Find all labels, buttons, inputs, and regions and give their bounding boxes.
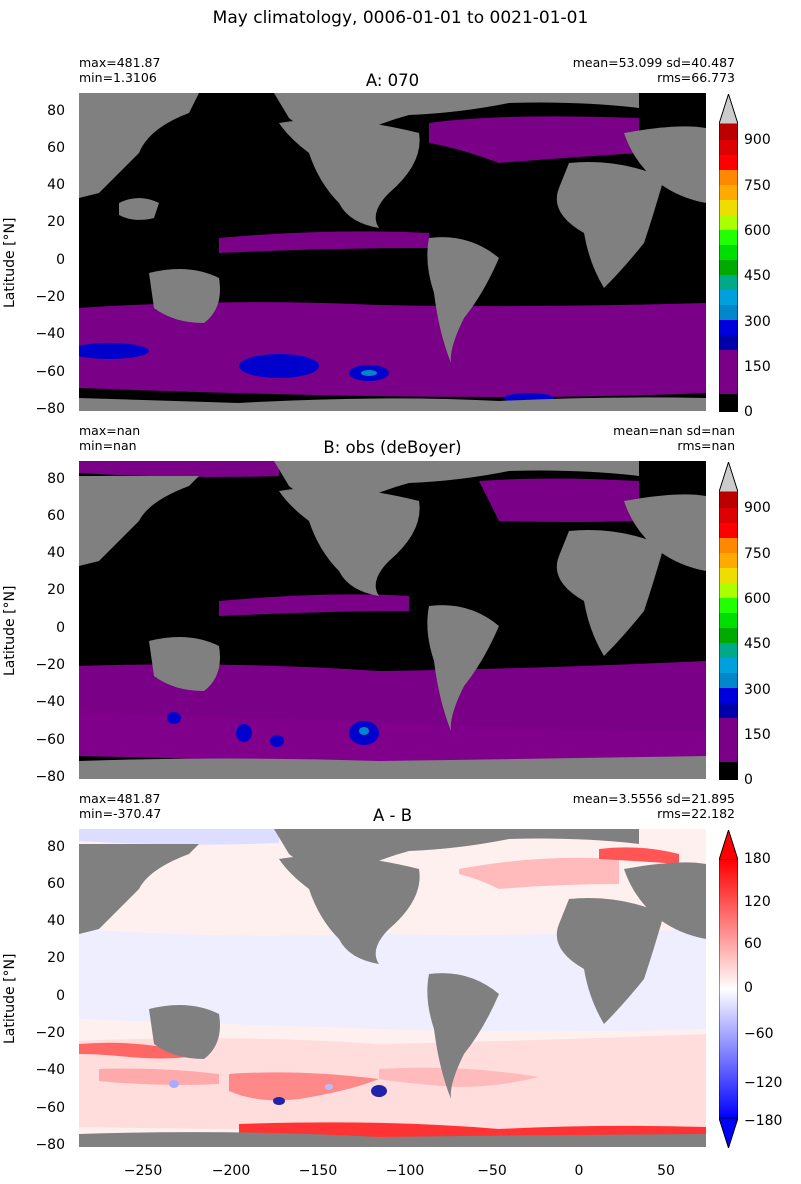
panel-a-ytick: 60	[47, 140, 65, 156]
panel-diff-ytick: 60	[47, 876, 65, 892]
panel-diff-ytick: 20	[47, 950, 65, 966]
panel-a-rms: rms=66.773	[657, 70, 735, 85]
panel-diff-cbar-tick: 180	[744, 851, 771, 867]
panel-diff-cbar-tick: −60	[744, 1026, 774, 1042]
panel-b-cbar-tick: 900	[744, 500, 771, 516]
panel-diff-ytick: −20	[35, 1025, 65, 1041]
panel-b-stats-left: max=nan min=nan	[79, 423, 140, 453]
panel-b-ytick: 0	[56, 620, 65, 636]
panel-a-title: A: 070	[365, 71, 420, 90]
panel-diff-cbar-tick: 60	[744, 936, 762, 952]
panel-b-ytick: −40	[35, 694, 65, 710]
panel-diff-ytick: 80	[47, 839, 65, 855]
panel-b-rms: rms=nan	[677, 438, 735, 453]
panel-diff-colorbar	[718, 828, 739, 1150]
panel-b-ytick: 40	[47, 545, 65, 561]
panel-a-map	[79, 93, 706, 411]
panel-diff-map	[79, 829, 706, 1147]
x-tick-label: −200	[211, 1163, 251, 1179]
panel-diff-rms: rms=22.182	[657, 806, 735, 821]
panel-b-cbar-tick: 150	[744, 727, 771, 743]
panel-b-cbar-tick: 300	[744, 682, 771, 698]
panel-diff-max: max=481.87	[79, 791, 161, 806]
panel-b-map-svg	[79, 461, 706, 779]
panel-diff-ytick: −80	[35, 1137, 65, 1153]
panel-a-ytick: 80	[47, 103, 65, 119]
panel-a-stats-left: max=481.87 min=1.3106	[79, 55, 160, 85]
panel-b-ytick: 20	[47, 582, 65, 598]
panel-a-ytick: −60	[35, 364, 65, 380]
panel-a-mean-sd: mean=53.099 sd=40.487	[572, 55, 735, 70]
panel-b-min: min=nan	[79, 438, 137, 453]
panel-b-ytick: −80	[35, 769, 65, 785]
panel-a-cbar-tick: 900	[744, 132, 771, 148]
panel-a-ytick: −40	[35, 326, 65, 342]
panel-b-max: max=nan	[79, 423, 141, 438]
panel-b-colorbar	[718, 460, 739, 781]
panel-b-ytick: 60	[47, 508, 65, 524]
panel-b-stats-right: mean=nan sd=nan rms=nan	[613, 423, 735, 453]
panel-b-cbar-tick: 750	[744, 546, 771, 562]
panel-a-ytick: 0	[56, 252, 65, 268]
x-tick-label: −50	[477, 1163, 507, 1179]
panel-a-colorbar-svg	[718, 92, 739, 413]
panel-b-cbar-tick: 450	[744, 636, 771, 652]
panel-diff-ytick: −60	[35, 1100, 65, 1116]
panel-diff-cbar-tick: −120	[744, 1075, 783, 1091]
panel-diff-ytick: −40	[35, 1062, 65, 1078]
panel-a-ytick: −20	[35, 289, 65, 305]
panel-a-colorbar	[718, 92, 739, 413]
panel-diff-ytick: 40	[47, 913, 65, 929]
panel-b-ytick: 80	[47, 471, 65, 487]
panel-a-min: min=1.3106	[79, 70, 157, 85]
panel-a-cbar-tick: 0	[744, 404, 753, 420]
x-tick-label: −100	[385, 1163, 425, 1179]
x-tick-label: −150	[298, 1163, 338, 1179]
panel-b-cbar-tick: 600	[744, 591, 771, 607]
panel-a-cbar-tick: 600	[744, 223, 771, 239]
panel-b-ytick: −60	[35, 732, 65, 748]
panel-diff-map-svg	[79, 829, 706, 1147]
panel-a: max=481.87 min=1.3106 mean=53.099 sd=40.…	[2, 55, 771, 420]
panel-a-cbar-tick: 300	[744, 314, 771, 330]
panel-a-cbar-tick: 750	[744, 178, 771, 194]
panel-a-ytick: 40	[47, 177, 65, 193]
panel-b-cbar-tick: 0	[744, 772, 753, 788]
panel-a-ytick: 20	[47, 214, 65, 230]
panel-a-cbar-tick: 450	[744, 268, 771, 284]
panel-diff-title: A - B	[372, 806, 413, 825]
panel-diff-min: min=-370.47	[79, 806, 162, 821]
panel-a-cbar-tick: 150	[744, 359, 771, 375]
panel-diff-stats-right: mean=3.5556 sd=21.895 rms=22.182	[573, 791, 735, 821]
x-tick-label: 50	[657, 1163, 675, 1179]
panel-b: max=nan min=nan mean=nan sd=nan rms=nan …	[2, 423, 771, 788]
panel-b-ytick: −20	[35, 657, 65, 673]
panel-diff-mean-sd: mean=3.5556 sd=21.895	[572, 791, 735, 806]
panel-b-mean-sd: mean=nan sd=nan	[613, 423, 735, 438]
panel-a-map-svg	[79, 93, 706, 411]
figure-suptitle: May climatology, 0006-01-01 to 0021-01-0…	[212, 8, 589, 28]
panel-b-title: B: obs (deBoyer)	[323, 438, 462, 457]
panel-a-stats-right: mean=53.099 sd=40.487 rms=66.773	[573, 55, 735, 85]
x-tick-label: −250	[123, 1163, 163, 1179]
panel-b-colorbar-svg	[718, 460, 739, 781]
panel-diff-stats-left: max=481.87 min=-370.47	[79, 791, 161, 821]
panel-diff-cbar-tick: 0	[744, 980, 753, 996]
panel-b-map	[79, 461, 706, 779]
panel-diff-ytick: 0	[56, 988, 65, 1004]
panel-diff-colorbar-svg	[718, 828, 739, 1150]
panel-a-max: max=481.87	[79, 55, 161, 70]
panel-a-ytick: −80	[35, 401, 65, 417]
x-tick-label: 0	[574, 1163, 584, 1179]
panel-diff-cbar-tick: −180	[744, 1113, 783, 1129]
panel-diff-cbar-tick: 120	[744, 894, 771, 910]
